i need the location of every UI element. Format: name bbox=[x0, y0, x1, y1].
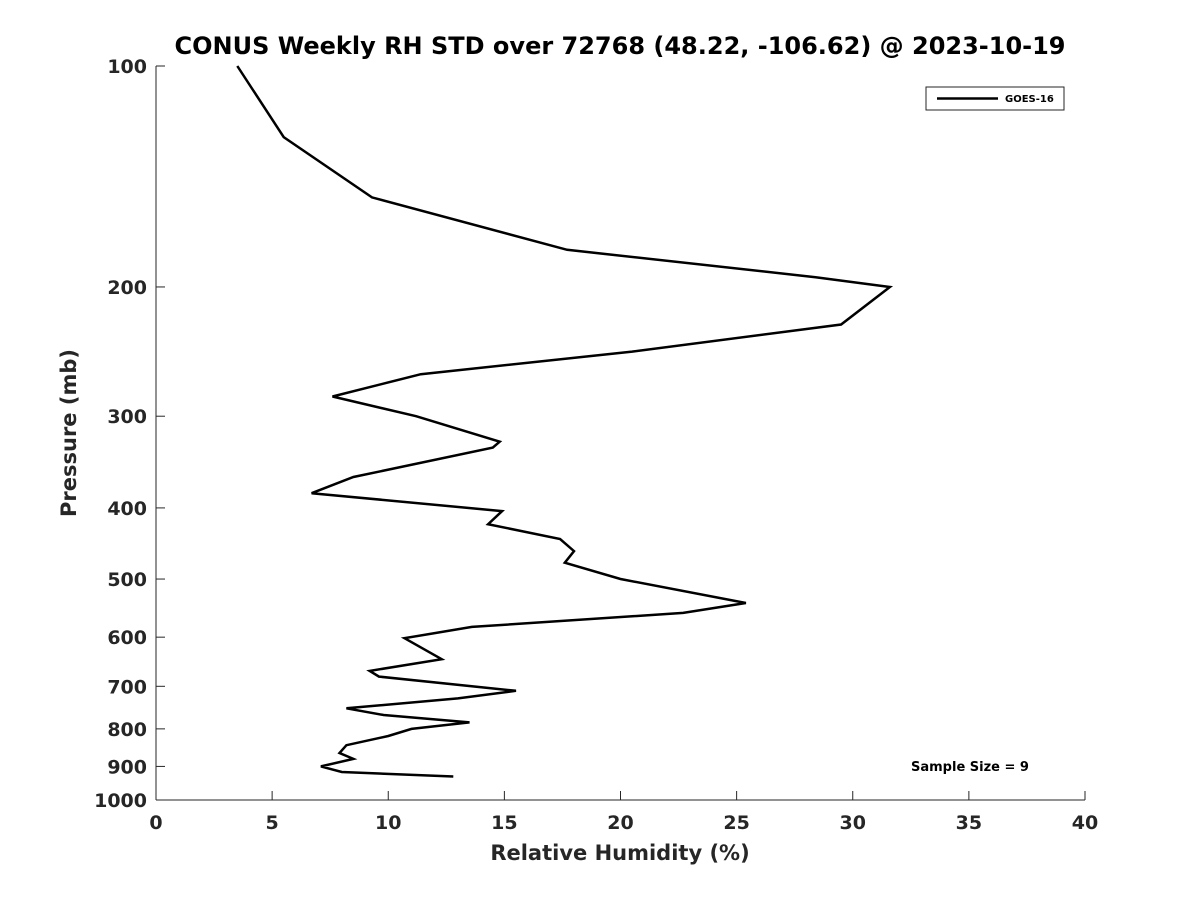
y-tick-label: 200 bbox=[107, 277, 147, 299]
y-tick-label: 700 bbox=[107, 676, 147, 698]
x-tick-label: 35 bbox=[956, 812, 982, 834]
chart-title: CONUS Weekly RH STD over 72768 (48.22, -… bbox=[174, 32, 1065, 60]
legend: GOES-16 bbox=[925, 86, 1065, 111]
y-tick-label: 900 bbox=[107, 756, 147, 778]
sample-size-annotation: Sample Size = 9 bbox=[911, 760, 1029, 775]
series-line-goes-16 bbox=[236, 65, 894, 778]
x-axis-label: Relative Humidity (%) bbox=[490, 841, 749, 865]
x-tick-label: 25 bbox=[723, 812, 749, 834]
x-ticks: 0 5 10 15 20 25 30 35 40 bbox=[149, 791, 1098, 834]
x-tick-label: 30 bbox=[840, 812, 866, 834]
y-tick-label: 300 bbox=[107, 406, 147, 428]
y-tick-label: 600 bbox=[107, 627, 147, 649]
x-tick-label: 5 bbox=[266, 812, 279, 834]
y-tick-label: 100 bbox=[107, 56, 147, 78]
x-tick-label: 10 bbox=[375, 812, 401, 834]
series-layer bbox=[236, 65, 894, 778]
legend-entry-label: GOES-16 bbox=[1005, 94, 1054, 105]
x-tick-label: 0 bbox=[149, 812, 162, 834]
y-axis-label: Pressure (mb) bbox=[57, 349, 81, 517]
x-tick-label: 15 bbox=[491, 812, 517, 834]
x-tick-label: 40 bbox=[1072, 812, 1098, 834]
y-tick-label: 400 bbox=[107, 498, 147, 520]
y-tick-label: 800 bbox=[107, 719, 147, 741]
y-tick-label: 1000 bbox=[94, 790, 147, 812]
y-tick-label: 500 bbox=[107, 569, 147, 591]
y-ticks: 100 200 300 400 500 600 700 800 900 1000 bbox=[94, 56, 165, 812]
x-tick-label: 20 bbox=[607, 812, 633, 834]
